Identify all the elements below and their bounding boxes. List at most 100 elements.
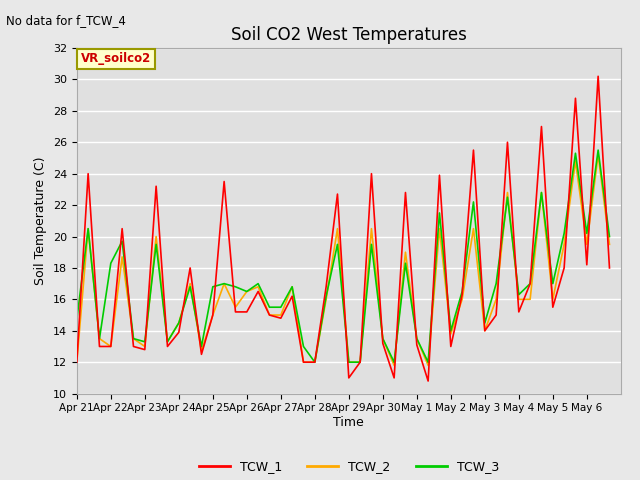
TCW_2 [107,344,115,349]
TCW_3 [300,344,307,349]
TCW_3 [175,320,182,326]
TCW_1 [424,378,432,384]
TCW_2 [583,241,591,247]
TCW_1 [277,315,285,321]
TCW_3 [220,281,228,287]
TCW_1 [288,293,296,299]
TCW_2 [538,190,545,195]
TCW_1 [470,147,477,153]
TCW_2 [243,288,251,294]
TCW_2 [515,297,523,302]
TCW_3 [379,336,387,341]
TCW_2 [254,284,262,289]
Line: TCW_3: TCW_3 [77,150,609,362]
TCW_2 [209,312,216,318]
TCW_3 [311,360,319,365]
TCW_2 [605,241,613,247]
TCW_3 [84,226,92,231]
TCW_1 [595,73,602,79]
TCW_1 [345,375,353,381]
TCW_3 [130,336,138,341]
TCW_1 [164,344,172,349]
TCW_3 [333,241,341,247]
TCW_3 [538,190,545,195]
TCW_3 [526,281,534,287]
TCW_3 [164,339,172,345]
TCW_3 [323,293,330,299]
TCW_1 [254,288,262,294]
TCW_1 [560,265,568,271]
TCW_3 [470,199,477,205]
X-axis label: Time: Time [333,416,364,429]
TCW_1 [300,360,307,365]
TCW_2 [504,190,511,195]
TCW_1 [583,262,591,268]
TCW_3 [549,281,557,287]
TCW_3 [141,339,148,345]
TCW_1 [220,179,228,184]
TCW_3 [481,320,489,326]
TCW_1 [549,304,557,310]
Title: Soil CO2 West Temperatures: Soil CO2 West Temperatures [231,25,467,44]
TCW_2 [356,360,364,365]
TCW_3 [560,230,568,236]
TCW_3 [232,284,239,289]
TCW_3 [73,317,81,323]
TCW_2 [118,254,126,260]
TCW_2 [402,249,410,255]
Legend: TCW_1, TCW_2, TCW_3: TCW_1, TCW_2, TCW_3 [193,455,504,478]
TCW_1 [323,284,330,289]
TCW_2 [186,281,194,287]
TCW_3 [367,241,375,247]
TCW_3 [107,260,115,266]
TCW_1 [492,312,500,318]
TCW_1 [243,309,251,315]
TCW_3 [504,194,511,200]
TCW_2 [73,360,81,365]
TCW_1 [198,351,205,357]
TCW_2 [572,158,579,164]
TCW_2 [424,362,432,368]
TCW_1 [175,329,182,335]
TCW_1 [232,309,239,315]
TCW_1 [266,312,273,318]
TCW_2 [95,336,103,341]
TCW_1 [402,190,410,195]
TCW_1 [413,342,420,348]
TCW_2 [492,297,500,302]
TCW_2 [164,339,172,345]
TCW_3 [492,281,500,287]
TCW_1 [95,344,103,349]
Line: TCW_1: TCW_1 [77,76,609,381]
TCW_1 [447,344,454,349]
TCW_1 [107,344,115,349]
TCW_2 [152,234,160,240]
TCW_3 [254,281,262,287]
TCW_2 [175,320,182,326]
TCW_3 [186,284,194,289]
TCW_1 [152,183,160,189]
TCW_3 [458,288,466,294]
TCW_2 [481,328,489,334]
TCW_2 [436,226,444,231]
TCW_1 [333,191,341,197]
TCW_2 [595,152,602,158]
TCW_1 [572,96,579,101]
TCW_2 [333,226,341,231]
TCW_1 [605,265,613,271]
TCW_1 [311,360,319,365]
TCW_3 [583,230,591,236]
TCW_1 [481,328,489,334]
TCW_3 [345,360,353,365]
TCW_1 [118,226,126,231]
TCW_1 [84,171,92,177]
TCW_2 [266,312,273,318]
TCW_3 [277,304,285,310]
TCW_3 [118,239,126,244]
TCW_1 [209,312,216,318]
Line: TCW_2: TCW_2 [77,155,609,365]
TCW_3 [95,336,103,341]
Text: VR_soilco2: VR_soilco2 [81,52,151,65]
TCW_2 [390,362,398,368]
TCW_3 [243,288,251,294]
